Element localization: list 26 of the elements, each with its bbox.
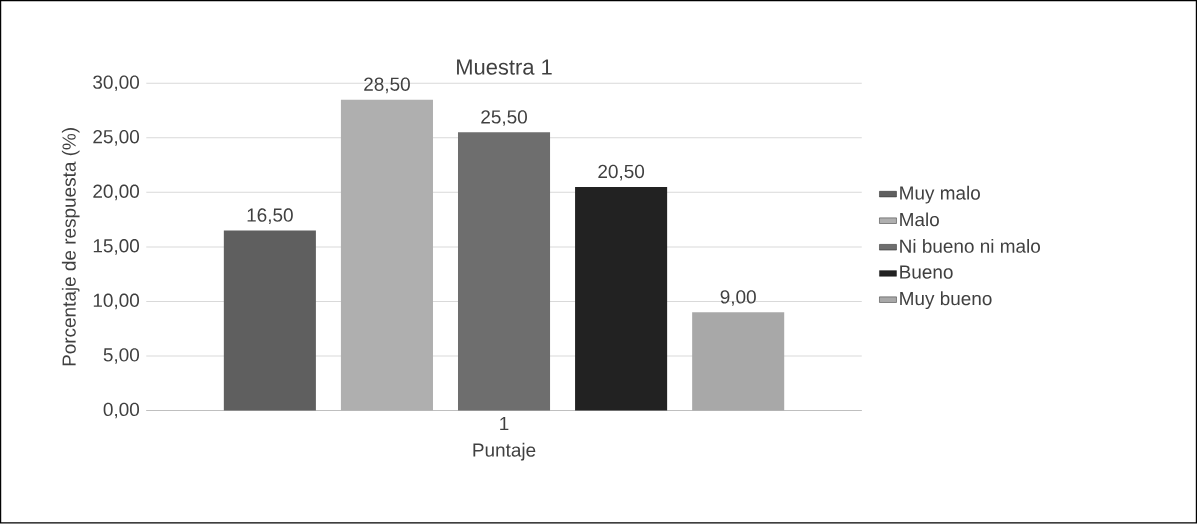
- bar: [692, 312, 785, 411]
- data-label: 20,50: [598, 164, 645, 181]
- x-axis-title: Puntaje: [473, 443, 536, 461]
- y-tick-label: 20,00: [93, 184, 140, 201]
- y-tick-label: 15,00: [93, 239, 140, 255]
- legend-label: Muy bueno: [900, 291, 992, 310]
- bar: [575, 187, 668, 411]
- y-tick-label: 25,00: [93, 130, 140, 146]
- chart-title: Muestra 1: [457, 59, 552, 76]
- x-tick-label: 1: [500, 417, 509, 431]
- bar: [340, 99, 433, 411]
- legend-label: Bueno: [900, 265, 953, 279]
- legend-label: Malo: [900, 212, 939, 227]
- y-tick-label: 30,00: [93, 75, 140, 92]
- y-tick-label: 10,00: [93, 293, 140, 310]
- y-tick-label: 0,00: [103, 402, 140, 419]
- data-label: 28,50: [364, 77, 410, 94]
- data-label: 25,50: [481, 110, 527, 127]
- y-tick-label: 5,00: [103, 348, 140, 365]
- bar: [457, 132, 551, 411]
- data-label: 9,00: [720, 290, 756, 307]
- bar: [223, 230, 316, 411]
- data-label: 16,50: [247, 208, 293, 225]
- legend-label: Ni bueno ni malo: [900, 239, 1040, 254]
- legend-label: Muy malo: [900, 186, 980, 204]
- y-axis-title: Porcentaje de respuesta (%): [61, 128, 80, 366]
